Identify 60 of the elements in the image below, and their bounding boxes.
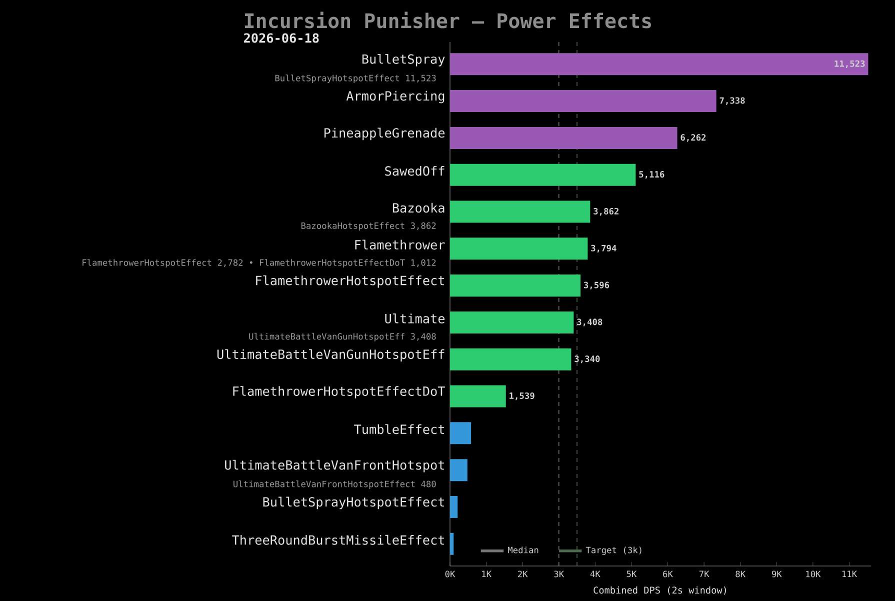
y-tick-label: PineappleGrenade: [324, 128, 445, 140]
data-label: 7,338: [720, 97, 745, 105]
x-tick-label: 9K: [772, 570, 782, 578]
bar: [450, 164, 636, 186]
bar: [450, 311, 574, 334]
bar: [450, 532, 454, 555]
bar: [450, 385, 506, 408]
data-label: 3,862: [594, 208, 618, 216]
y-tick-label: Bazooka: [392, 202, 444, 213]
data-label: 11,523: [834, 60, 865, 68]
x-tick-label: 3K: [554, 570, 564, 578]
data-label: 3,408: [577, 318, 602, 326]
data-label: 3,794: [591, 244, 616, 252]
x-tick-label: 0K: [445, 570, 456, 578]
bar: [450, 90, 716, 112]
chart-title: Incursion Punisher — Power Effects: [244, 12, 652, 28]
y-tick-label: BulletSprayHotspotEffect: [263, 496, 444, 510]
y-tick-label: ArmorPiercing: [346, 90, 444, 104]
y-tick-label: Ultimate: [385, 314, 445, 324]
ref-line-label: Median: [508, 546, 538, 554]
y-tick-label: TumbleEffect: [354, 424, 444, 434]
x-tick-label: 2K: [518, 570, 528, 578]
data-label: 5,116: [639, 171, 664, 179]
bar: [450, 200, 590, 223]
y-tick-label: FlamethrowerHotspotEffectDoT: [233, 386, 445, 398]
bar: [450, 459, 468, 482]
ref-line-label: Target (3k): [586, 546, 642, 556]
text: BulletSprayHotspotEffect 11,523: [275, 74, 436, 84]
text: UltimateBattleVanGunHotspotEff 3,408: [249, 332, 436, 342]
bar: [450, 496, 458, 518]
bar: [450, 422, 472, 444]
data-label: 3,596: [584, 282, 610, 290]
y-tick-label: FlamethrowerHotspotEffect: [256, 275, 444, 288]
x-tick-label: 6K: [663, 570, 673, 578]
x-tick-label: 8K: [736, 570, 746, 578]
text: BazookaHotspotEffect 3,862: [301, 222, 436, 231]
y-tick-label: BulletSpray: [362, 54, 445, 66]
y-tick-label: UltimateBattleVanGunHotspotEff: [217, 349, 444, 362]
x-tick-label: 1K: [482, 570, 492, 578]
bar: [450, 348, 572, 370]
bar: [450, 126, 678, 149]
y-tick-label: UltimateBattleVanFrontHotspot: [225, 460, 444, 472]
y-tick-label: ThreeRoundBurstMissileEffect: [232, 534, 444, 545]
x-tick-label: 4K: [590, 570, 600, 578]
x-tick-label: 11K: [842, 570, 858, 578]
bar: [450, 53, 868, 76]
x-tick-label: 5K: [626, 570, 637, 578]
text: 2026-06-18: [244, 33, 319, 43]
data-label: 6,262: [680, 134, 706, 142]
y-tick-label: Flamethrower: [355, 240, 445, 250]
data-label: 3,340: [574, 356, 600, 364]
bar: [450, 238, 588, 260]
text: FlamethrowerHotspotEffect 2,782 • FlamethrowerHotspotEffectDoT 1,012: [82, 259, 436, 268]
x-tick-label: 7K: [699, 570, 710, 578]
bar: [450, 274, 581, 297]
x-tick-label: 10K: [806, 570, 821, 578]
x-axis-title: Combined DPS (2s window): [594, 586, 726, 595]
text: UltimateBattleVanFrontHotspotEffect 480: [234, 480, 436, 489]
data-label: 1,539: [510, 392, 534, 400]
y-tick-label: SawedOff: [385, 166, 444, 176]
